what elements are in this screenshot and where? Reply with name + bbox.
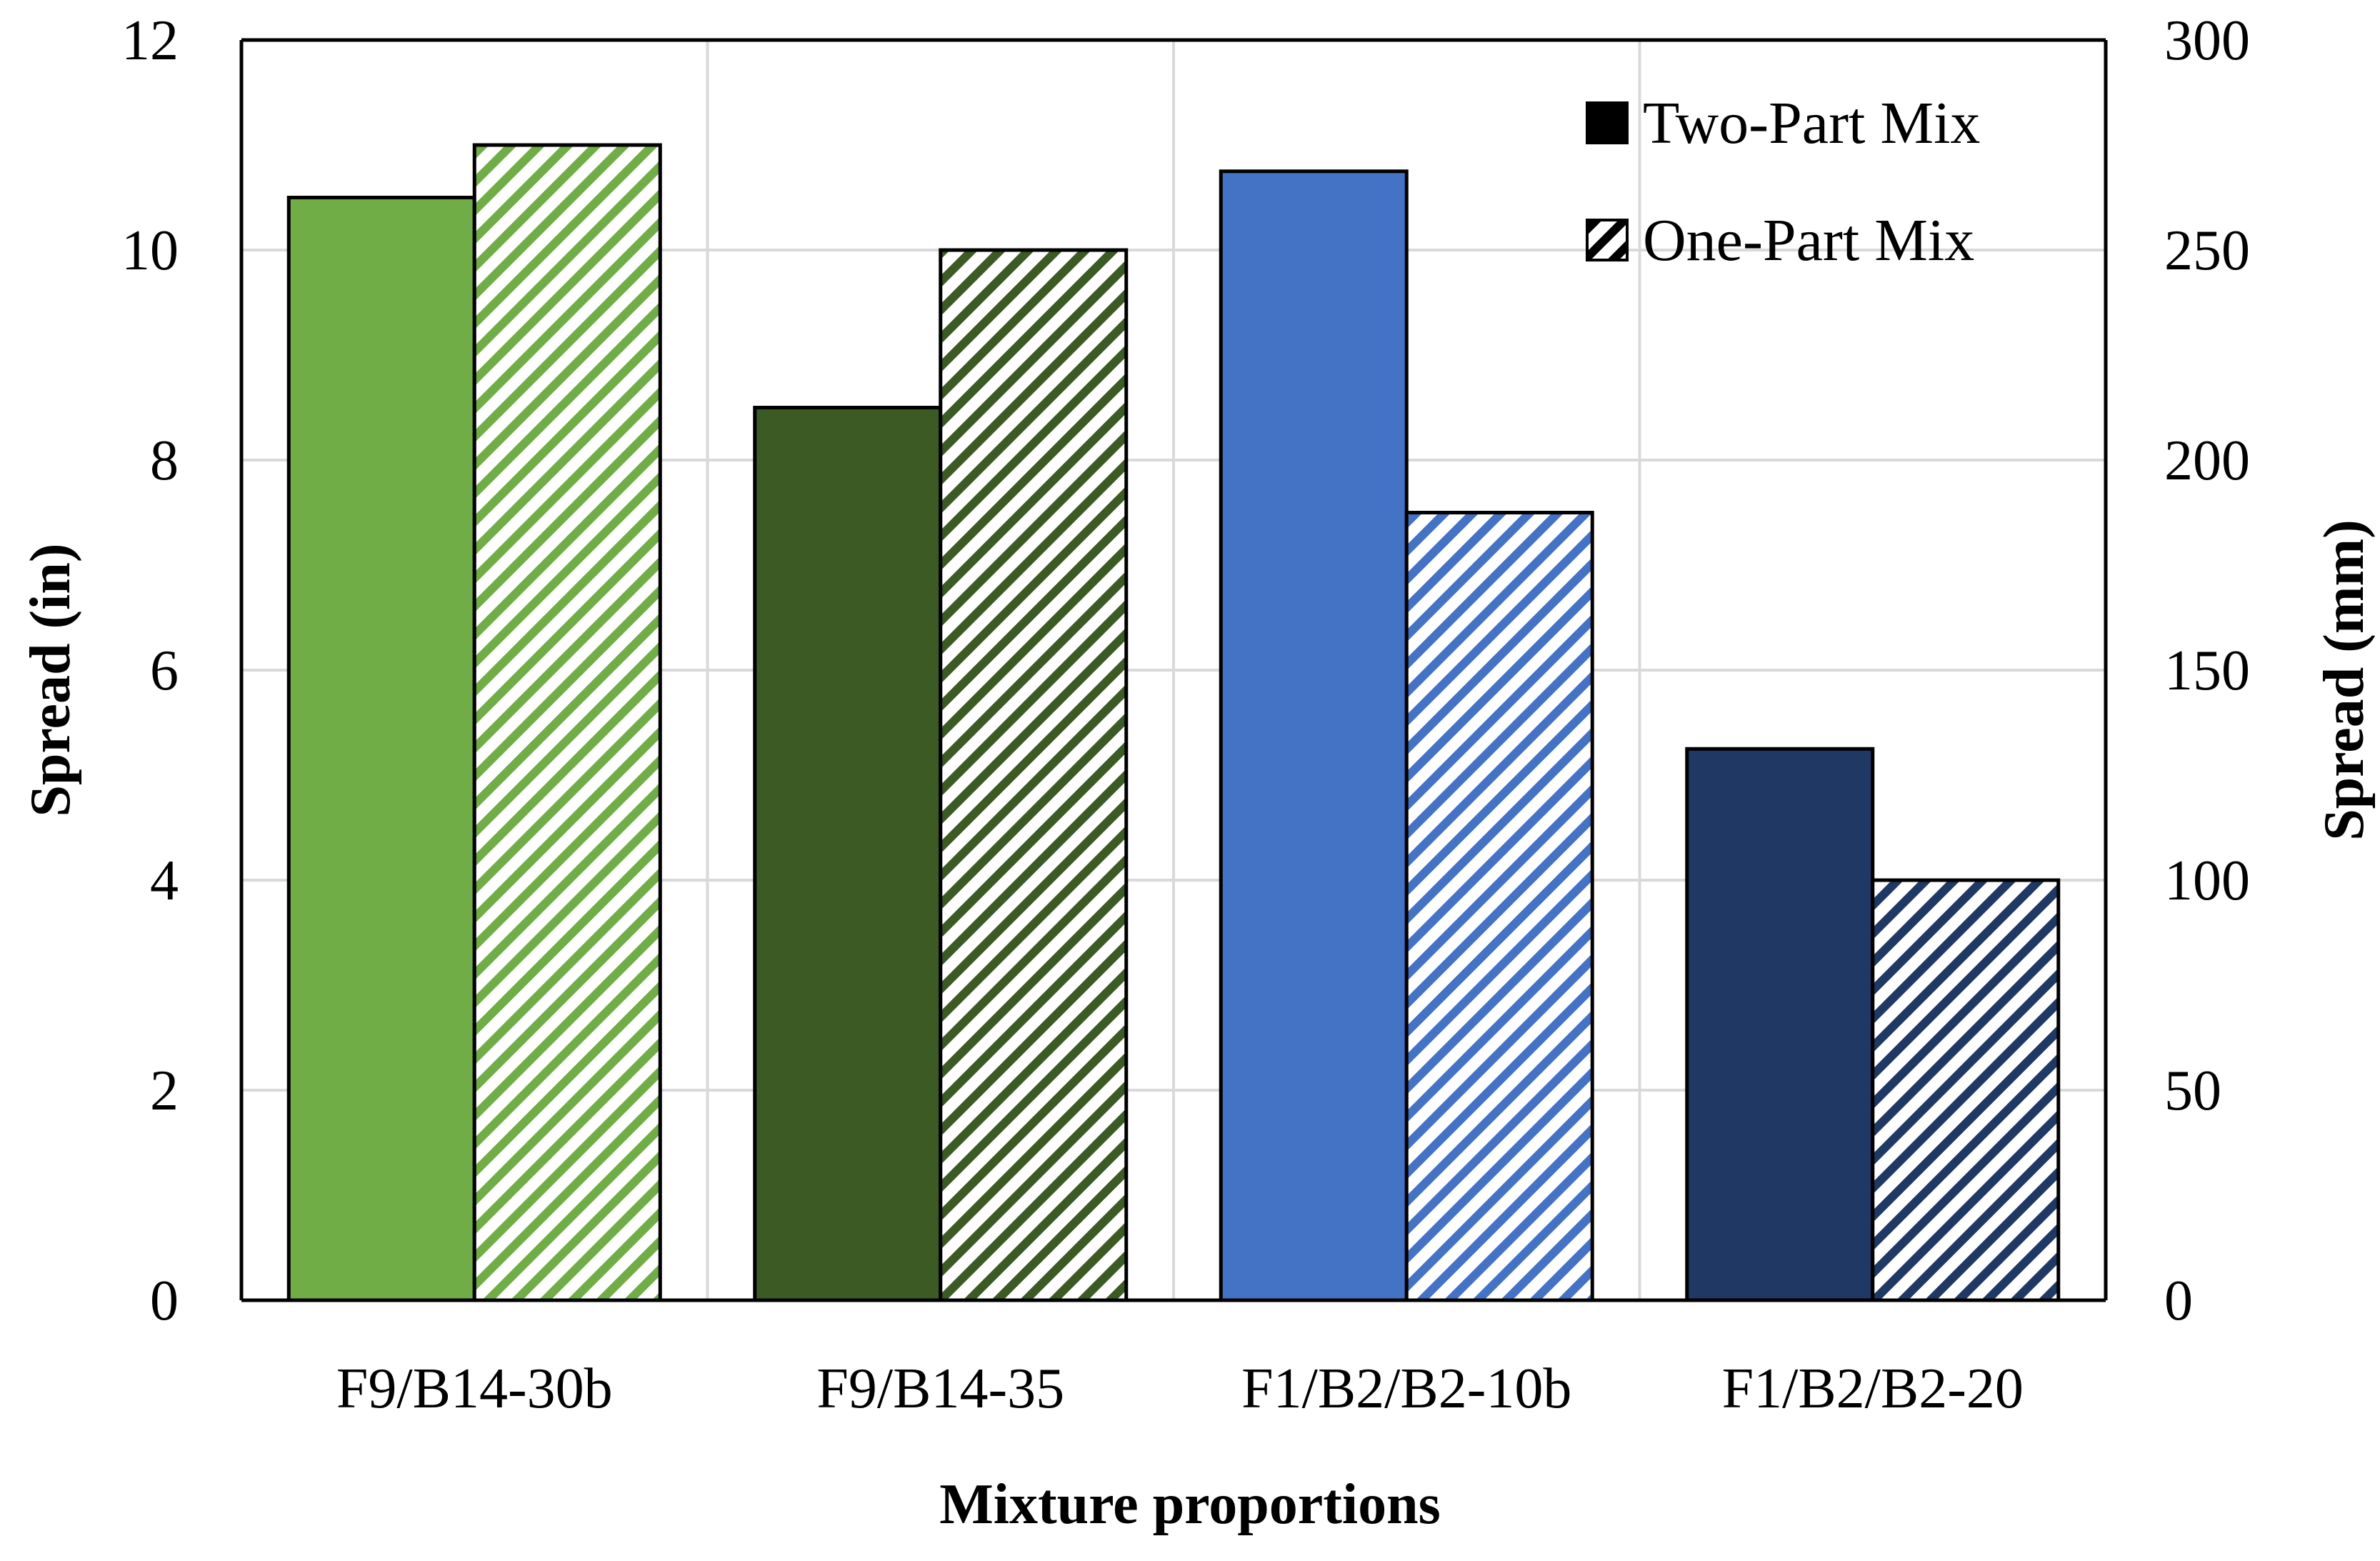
legend-label-one-part: One-Part Mix <box>1643 207 1974 274</box>
x-axis-title: Mixture proportions <box>939 1473 1440 1536</box>
legend-swatch-one-part <box>1586 219 1629 261</box>
y-tick-label: 2 <box>150 1059 179 1122</box>
y2-tick-label: 250 <box>2164 219 2250 282</box>
bar-one-part-2 <box>939 248 1129 1302</box>
x-tick-label: F1/B2/B2-20 <box>1722 1357 2024 1420</box>
bar-two-part-3 <box>1219 169 1409 1302</box>
y-tick-label: 8 <box>150 429 179 492</box>
legend: Two-Part Mix One-Part Mix <box>1586 90 1980 274</box>
y-tick-label: 0 <box>150 1270 179 1332</box>
y-tick-label: 4 <box>150 849 179 912</box>
legend-swatch-two-part <box>1586 101 1629 144</box>
y2-tick-label: 0 <box>2164 1270 2193 1332</box>
bar-one-part-4 <box>1871 878 2061 1302</box>
y2-tick-label: 300 <box>2164 9 2250 72</box>
x-tick-label: F1/B2/B2-10b <box>1241 1357 1571 1420</box>
y-tick-label: 10 <box>121 219 179 282</box>
tick-labels: 0 2 4 6 8 10 12 0 50 100 150 200 250 300 F9/B14-30b F9/… <box>121 9 2250 1420</box>
y2-tick-label: 200 <box>2164 429 2250 492</box>
y-axis-title: Spread (in) <box>19 543 82 817</box>
axes <box>239 38 2108 1302</box>
x-tick-label: F9/B14-30b <box>336 1357 613 1420</box>
y-tick-label: 6 <box>150 639 179 702</box>
x-tick-label: F9/B14-35 <box>816 1357 1064 1420</box>
y2-tick-label: 100 <box>2164 849 2250 912</box>
bar-one-part-1 <box>472 143 662 1302</box>
y2-tick-label: 150 <box>2164 639 2250 702</box>
legend-label-two-part: Two-Part Mix <box>1643 90 1980 156</box>
y2-tick-label: 50 <box>2164 1059 2221 1122</box>
bar-two-part-2 <box>753 406 943 1302</box>
bar-one-part-3 <box>1404 511 1594 1302</box>
bar-two-part-1 <box>286 196 476 1302</box>
y-tick-label: 12 <box>121 9 179 72</box>
y2-axis-title: Spread (mm) <box>2313 519 2376 841</box>
bar-two-part-4 <box>1685 747 1875 1302</box>
bars <box>286 143 2061 1302</box>
